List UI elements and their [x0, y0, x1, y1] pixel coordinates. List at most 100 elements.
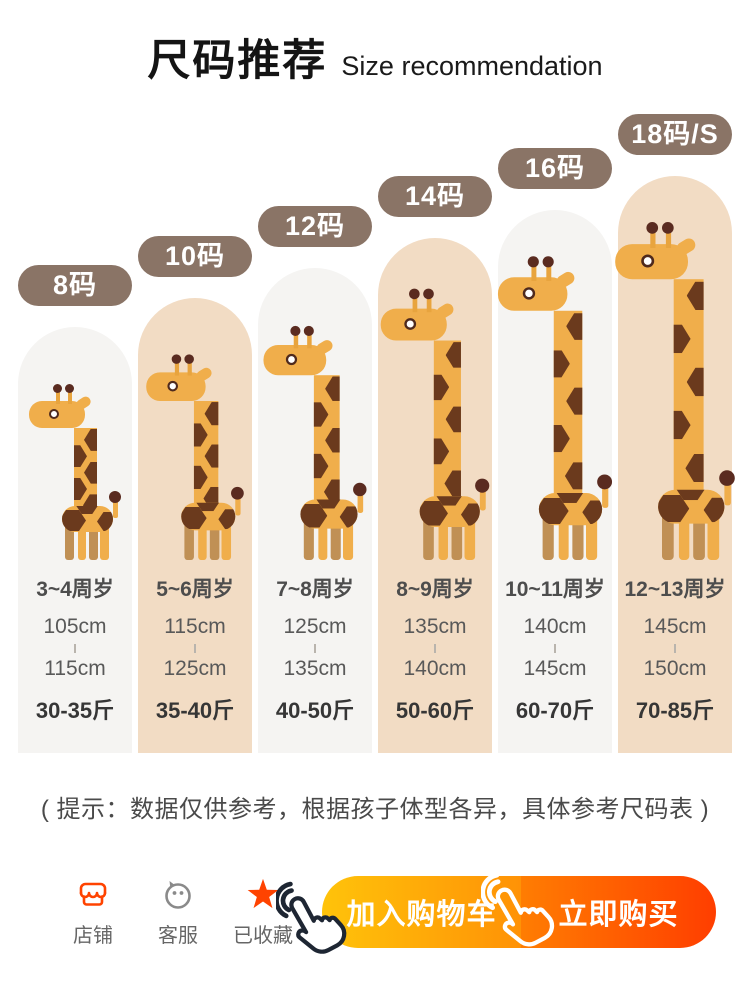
giraffe-ossicone-tip	[184, 354, 194, 364]
service-label: 客服	[158, 925, 198, 947]
giraffe-eye	[404, 318, 417, 330]
height-range-divider	[554, 644, 556, 653]
giraffe-body	[181, 502, 236, 531]
giraffe-neck	[673, 279, 704, 495]
size-column-16: 16码 10~11周岁 140cm 145cm 60-70斤	[497, 148, 613, 753]
age-range: 7~8周岁	[276, 578, 354, 601]
title-cn: 尺码推荐	[147, 37, 328, 85]
giraffe-ossicone-tip	[303, 325, 314, 336]
giraffe-head	[615, 222, 698, 280]
height-range-divider	[74, 644, 76, 653]
giraffe-ear	[674, 236, 698, 258]
giraffe-leg	[89, 524, 98, 560]
age-range: 12~13周岁	[624, 578, 726, 601]
giraffe-eye	[49, 409, 59, 419]
giraffe-tail-tip	[108, 490, 121, 503]
weight-range: 30-35斤	[35, 698, 115, 723]
giraffe-ossicone	[307, 333, 312, 349]
giraffe-patch	[703, 497, 725, 523]
giraffe-patch	[686, 367, 704, 397]
giraffe-tail	[602, 485, 608, 508]
buy-now-label: 立即购买	[558, 899, 679, 931]
favorite-label: 已收藏	[233, 925, 293, 947]
chat-bubble-icon	[165, 881, 191, 909]
giraffe-tail	[357, 492, 363, 513]
size-badge: 8码	[18, 265, 132, 306]
giraffe-ossicone	[56, 391, 60, 404]
giraffe-patch	[325, 376, 340, 402]
add-to-cart-button[interactable]: 加入购物车	[322, 876, 521, 948]
giraffe-ossicone	[426, 296, 431, 313]
giraffe-patch	[204, 444, 219, 468]
height-range-divider	[674, 644, 676, 653]
giraffe-leg	[678, 513, 690, 560]
size-column-18: 18码/S 12~13周岁 145cm 150cm 70-85斤	[615, 114, 735, 753]
size-badge: 18码/S	[618, 114, 732, 155]
giraffe-patch	[316, 499, 341, 509]
giraffe-body	[300, 499, 358, 529]
height-min: 115cm	[164, 615, 226, 638]
giraffe-patch	[325, 427, 340, 453]
giraffe-ear	[194, 365, 214, 384]
height-min: 145cm	[643, 615, 707, 638]
giraffe-illustration	[380, 288, 490, 560]
giraffe-patch	[564, 462, 583, 490]
giraffe-leg	[209, 521, 219, 560]
giraffe-leg	[221, 521, 231, 560]
giraffe-leg	[707, 513, 719, 560]
store-button[interactable]: 店铺	[56, 878, 130, 948]
star-icon	[247, 878, 279, 909]
giraffe-patch	[62, 510, 86, 531]
giraffe-patch	[445, 406, 461, 433]
giraffe-patch	[676, 489, 705, 501]
customer-service-button[interactable]: 客服	[141, 878, 215, 948]
size-column-14: 14码 8~9周岁 135cm 140cm 50-60斤	[378, 176, 492, 753]
giraffe-tail	[235, 496, 241, 516]
giraffe-leg	[317, 519, 328, 560]
giraffe-leg	[303, 519, 314, 560]
weight-range: 70-85斤	[635, 698, 715, 723]
giraffe-ossicone-tip	[542, 256, 554, 268]
size-info: 10~11周岁 140cm 145cm 60-70斤	[498, 573, 612, 753]
giraffe-patch	[74, 445, 87, 468]
giraffe-ossicone	[650, 231, 655, 249]
page-title: 尺码推荐 Size recommendation	[0, 26, 750, 88]
giraffe-patch	[300, 504, 328, 528]
giraffe-illustration	[29, 384, 121, 560]
age-range: 5~6周岁	[156, 578, 234, 601]
giraffe-ossicone-tip	[409, 288, 420, 300]
weight-range: 35-40斤	[155, 698, 235, 723]
buy-now-button[interactable]: 立即购买	[520, 876, 716, 948]
note-text: ( 提示：数据仅供参考，根据孩子体型各异，具体参考尺码表 )	[40, 796, 710, 823]
size-info: 8~9周岁 135cm 140cm 50-60斤	[378, 573, 492, 753]
giraffe-head	[29, 384, 93, 428]
giraffe-ossicone-tip	[527, 256, 539, 268]
giraffe-head	[497, 256, 577, 311]
giraffe-neck	[553, 310, 583, 498]
age-range: 8~9周岁	[396, 578, 474, 601]
giraffe-neck	[74, 428, 97, 510]
weight-range: 60-70斤	[515, 698, 595, 723]
favorite-button[interactable]: 已收藏	[226, 878, 300, 948]
giraffe-leg	[572, 515, 583, 560]
giraffe-patch	[84, 461, 97, 484]
height-max: 125cm	[163, 657, 227, 680]
giraffe-eye	[167, 380, 179, 392]
giraffe-head	[380, 288, 456, 341]
giraffe-ear	[554, 269, 577, 290]
giraffe-leg	[423, 517, 434, 560]
size-badge: 14码	[378, 176, 492, 217]
giraffe-patch	[313, 402, 329, 427]
height-range-divider	[314, 644, 316, 653]
giraffe-patch	[181, 507, 207, 530]
giraffe-leg	[558, 515, 569, 560]
giraffe-ossicone-tip	[53, 384, 62, 393]
giraffe-tail-tip	[718, 469, 735, 486]
giraffe-leg	[330, 519, 341, 560]
store-label: 店铺	[73, 925, 113, 947]
giraffe-ossicone-tip	[662, 222, 674, 234]
giraffe-tail	[724, 482, 731, 506]
giraffe-ear	[74, 394, 93, 412]
height-min: 135cm	[403, 615, 467, 638]
